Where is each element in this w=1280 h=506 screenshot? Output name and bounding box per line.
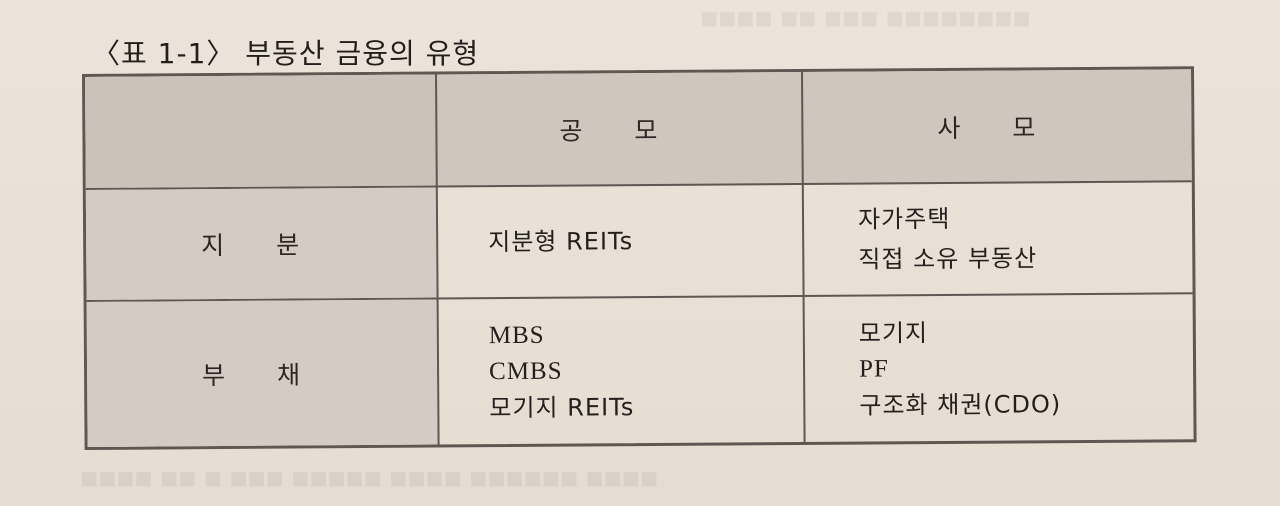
equity-private-item: 자가주택: [857, 204, 951, 234]
table-header-row: 공 모 사 모: [85, 69, 1192, 190]
equity-label-cell: 지 분: [85, 187, 437, 300]
equity-label: 지 분: [201, 230, 322, 261]
header-public-label: 공 모: [559, 115, 680, 146]
header-corner-cell: [85, 74, 436, 188]
debt-private-cell: 모기지 PF 구조화 채권(CDO): [802, 294, 1194, 442]
show-through-text-top: ■■■■ ■■ ■■■ ■■■■■■■■: [700, 2, 1031, 35]
debt-public-item: MBS: [488, 321, 545, 349]
equity-private-cell: 자가주택 직접 소유 부동산: [801, 182, 1193, 295]
header-private-label: 사 모: [937, 112, 1058, 143]
debt-private-item: PF: [858, 354, 889, 383]
real-estate-finance-table: 공 모 사 모 지 분 지분형 REITs 자가주택 직접 소유 부동산 부 채: [82, 66, 1197, 450]
debt-public-item: 모기지 REITs: [489, 392, 635, 422]
debt-label-cell: 부 채: [86, 299, 438, 447]
header-public-cell: 공 모: [435, 71, 802, 186]
debt-row: 부 채 MBS CMBS 모기지 REITs 모기지 PF 구조화 채권(CDO…: [86, 294, 1194, 447]
debt-public-cell: MBS CMBS 모기지 REITs: [436, 296, 804, 445]
debt-private-item: 모기지: [858, 318, 929, 348]
equity-private-item: 직접 소유 부동산: [858, 244, 1038, 274]
equity-public-cell: 지분형 REITs: [435, 184, 803, 298]
show-through-text-bottom: ■■■■ ■■ ■ ■■■ ■■■■■ ■■■■ ■■■■■■ ■■■■: [80, 462, 658, 495]
debt-public-item: CMBS: [488, 357, 563, 385]
equity-row: 지 분 지분형 REITs 자가주택 직접 소유 부동산: [85, 182, 1193, 302]
header-private-cell: 사 모: [801, 69, 1192, 183]
equity-public-item: 지분형 REITs: [488, 227, 634, 257]
debt-private-item: 구조화 채권(CDO): [859, 389, 1062, 420]
table-caption: 〈표 1-1〉 부동산 금융의 유형: [92, 37, 480, 70]
debt-label: 부 채: [202, 359, 323, 390]
